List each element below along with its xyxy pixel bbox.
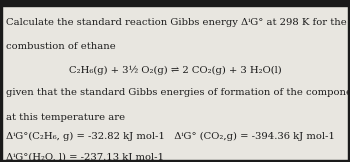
Bar <box>0 0 2 162</box>
Text: Calculate the standard reaction Gibbs energy ΔⁱG° at 298 K for the: Calculate the standard reaction Gibbs en… <box>6 18 347 27</box>
Text: ΔⁱG°(H₂O, l) = -237.13 kJ mol-1: ΔⁱG°(H₂O, l) = -237.13 kJ mol-1 <box>6 153 164 162</box>
Text: ΔⁱG°(C₂H₆, g) = -32.82 kJ mol-1   ΔⁱG° (CO₂,g) = -394.36 kJ mol-1: ΔⁱG°(C₂H₆, g) = -32.82 kJ mol-1 ΔⁱG° (CO… <box>6 132 335 141</box>
Text: C₂H₆(g) + 3½ O₂(g) ⇌ 2 CO₂(g) + 3 H₂O(l): C₂H₆(g) + 3½ O₂(g) ⇌ 2 CO₂(g) + 3 H₂O(l) <box>69 66 281 75</box>
Bar <box>348 0 350 162</box>
Bar <box>0 160 350 162</box>
Text: given that the standard Gibbs energies of formation of the components: given that the standard Gibbs energies o… <box>6 88 350 97</box>
Text: at this temperature are: at this temperature are <box>6 113 125 122</box>
Text: combustion of ethane: combustion of ethane <box>6 42 116 51</box>
Bar <box>0 0 350 6</box>
